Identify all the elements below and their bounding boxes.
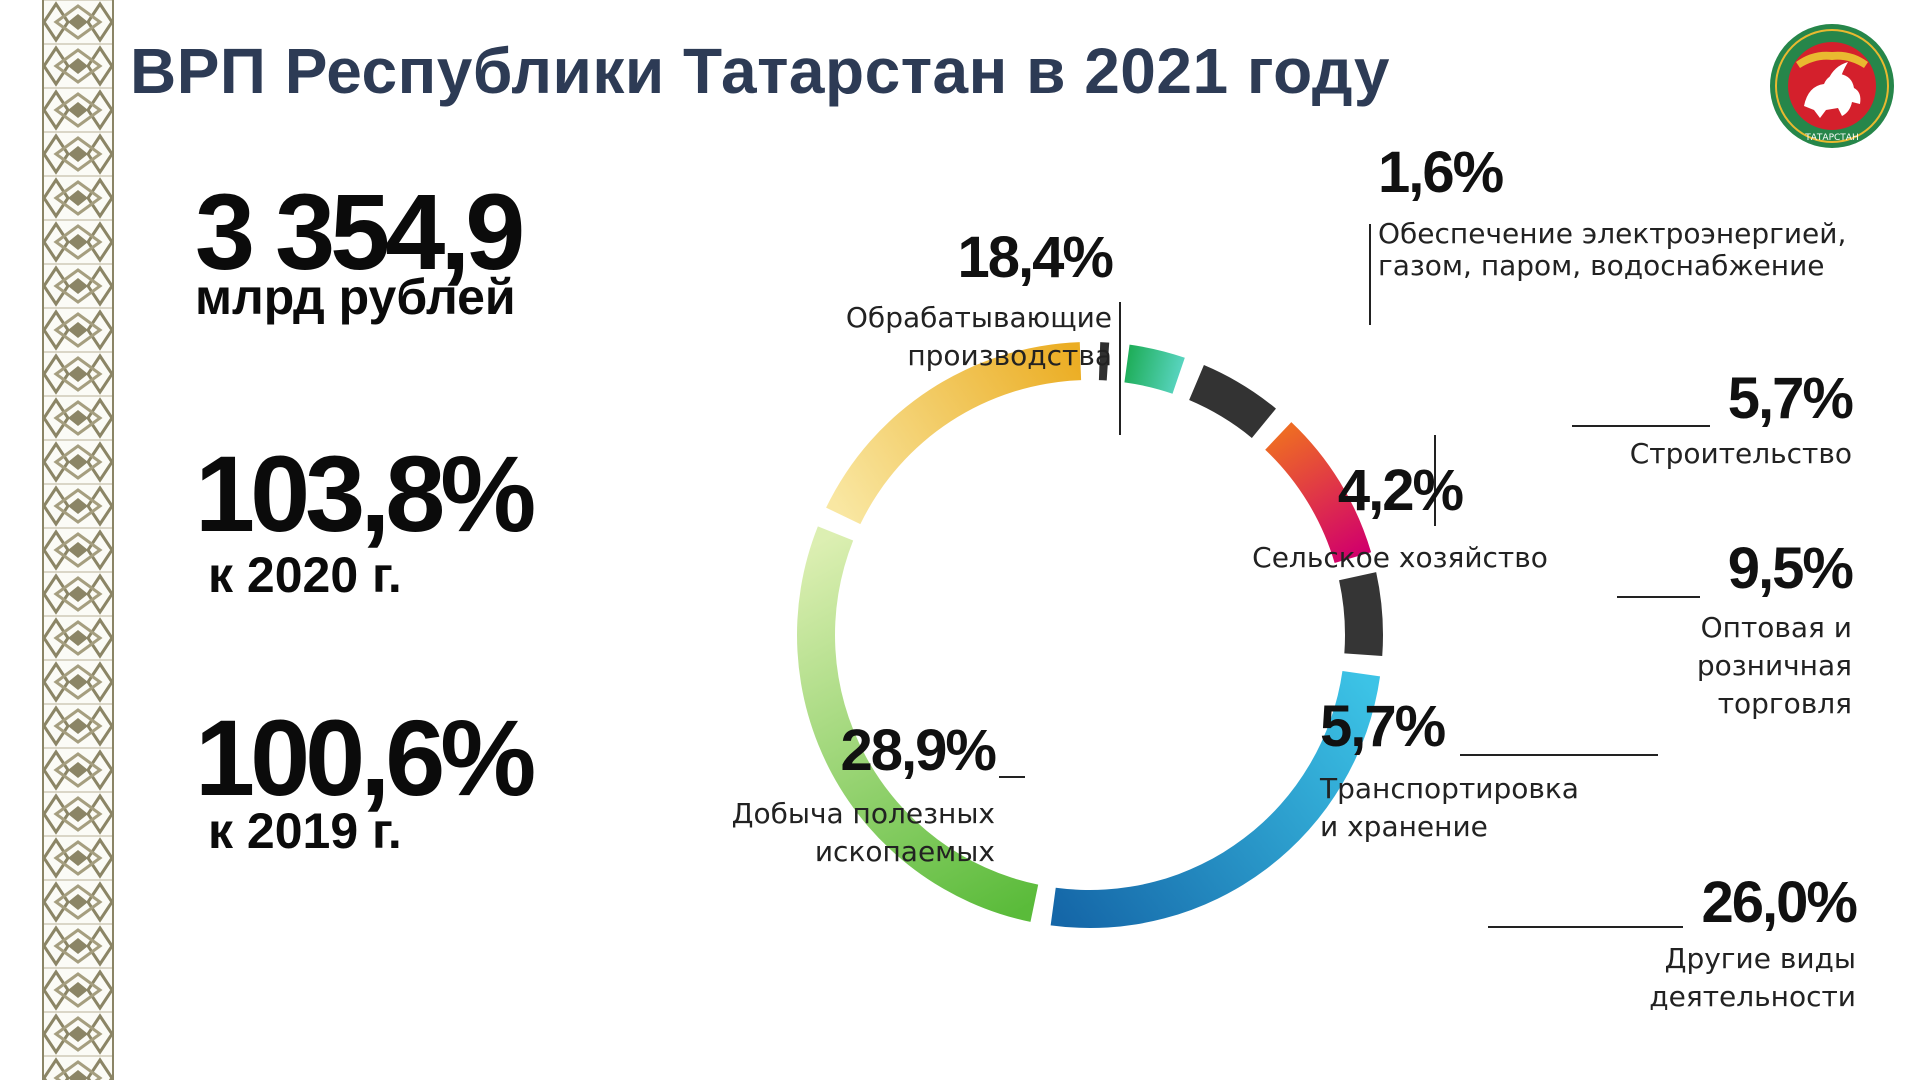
category-label: Оптовая и bbox=[1701, 611, 1852, 644]
category-label: Добыча полезных bbox=[732, 797, 995, 830]
stat-value: 100,6% bbox=[195, 697, 536, 818]
donut-segment bbox=[826, 342, 1082, 525]
data-label: 28,9% bbox=[841, 718, 997, 783]
donut-segment bbox=[1050, 671, 1381, 928]
donut-segment bbox=[1265, 422, 1372, 563]
category-label: газом, паром, водоснабжение bbox=[1378, 249, 1825, 282]
stat-label: к 2020 г. bbox=[208, 547, 402, 603]
data-label: 18,4% bbox=[958, 225, 1114, 290]
donut-segment bbox=[797, 526, 1039, 922]
donut-segment bbox=[1098, 342, 1110, 381]
emblem-text: ТАТАРСТАН bbox=[1804, 133, 1858, 143]
data-label: 9,5% bbox=[1728, 536, 1854, 601]
stat-value: 103,8% bbox=[195, 433, 536, 554]
category-label: производства bbox=[907, 339, 1112, 372]
page-title: ВРП Республики Татарстан в 2021 году bbox=[130, 35, 1390, 107]
category-label: Обеспечение электроэнергией, bbox=[1378, 217, 1846, 250]
category-label: и хранение bbox=[1320, 810, 1488, 843]
stat-value: 3 354,9 bbox=[195, 171, 525, 292]
donut-segment bbox=[1124, 344, 1185, 394]
data-label: 4,2% bbox=[1338, 458, 1464, 523]
category-label: розничная bbox=[1697, 649, 1852, 682]
category-label: Транспортировка bbox=[1319, 772, 1579, 805]
data-label: 26,0% bbox=[1702, 870, 1858, 935]
category-label: ископаемых bbox=[815, 835, 995, 868]
category-label: Обрабатывающие bbox=[846, 301, 1112, 334]
stat-label: млрд рублей bbox=[195, 269, 516, 325]
category-label: Строительство bbox=[1630, 437, 1852, 470]
ornament-border bbox=[42, 0, 114, 1080]
category-label: торговля bbox=[1718, 687, 1852, 720]
data-label: 1,6% bbox=[1378, 140, 1504, 205]
category-label: деятельности bbox=[1649, 980, 1856, 1013]
category-label: Другие виды bbox=[1665, 942, 1856, 975]
donut-segment bbox=[1339, 572, 1383, 657]
category-label: Сельское хозяйство bbox=[1252, 541, 1548, 574]
data-label: 5,7% bbox=[1320, 694, 1446, 759]
stat-label: к 2019 г. bbox=[208, 803, 402, 859]
data-label: 5,7% bbox=[1728, 366, 1854, 431]
tatarstan-emblem-icon: ТАТАРСТАН bbox=[1770, 24, 1894, 148]
donut-segment bbox=[1189, 365, 1276, 438]
